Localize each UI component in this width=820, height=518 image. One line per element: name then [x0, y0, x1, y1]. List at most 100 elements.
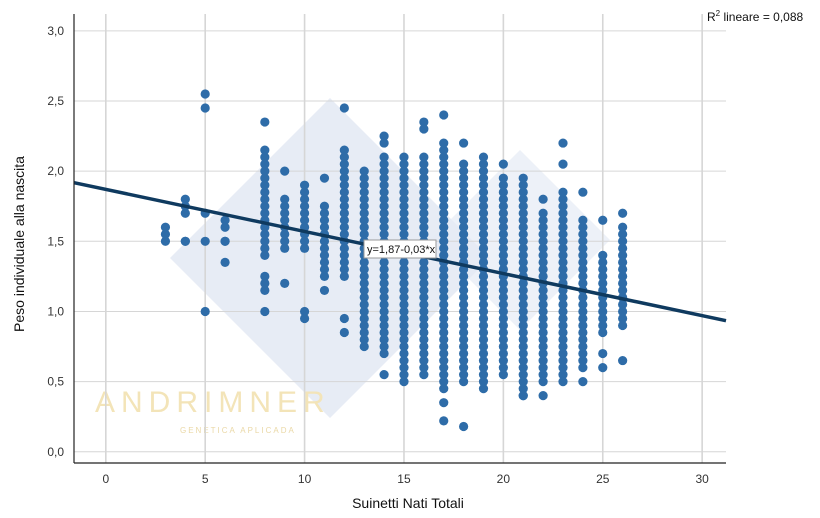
data-point — [478, 173, 489, 183]
data-point — [578, 377, 588, 387]
data-point — [478, 180, 489, 190]
data-point — [478, 257, 489, 267]
data-point — [399, 377, 409, 387]
data-point — [518, 377, 528, 387]
data-point — [319, 222, 330, 232]
data-point — [260, 250, 270, 260]
data-point — [379, 278, 389, 288]
data-point — [319, 208, 330, 218]
x-tick-label: 20 — [497, 472, 511, 486]
data-point — [419, 124, 429, 134]
data-point — [399, 292, 409, 303]
data-point — [478, 341, 489, 352]
data-point — [498, 187, 508, 197]
data-point — [379, 215, 389, 225]
data-point — [339, 208, 349, 218]
data-point — [478, 299, 489, 310]
data-point — [598, 257, 608, 267]
watermark-logo: ANDRIMNER GENETICA APLICADA — [95, 98, 610, 435]
data-point — [459, 229, 469, 239]
data-point — [339, 243, 349, 253]
data-point — [498, 278, 508, 288]
r2-prefix: R — [707, 10, 716, 24]
data-point — [558, 334, 568, 345]
data-point — [439, 152, 449, 162]
data-point — [439, 236, 449, 246]
data-point — [459, 292, 469, 303]
data-point — [459, 299, 469, 310]
data-point — [379, 271, 389, 281]
data-point — [439, 348, 449, 359]
data-point — [459, 327, 469, 338]
data-point — [478, 306, 489, 317]
data-point — [478, 166, 489, 176]
equation-box — [363, 239, 437, 259]
data-point — [319, 271, 330, 281]
data-point — [359, 278, 369, 288]
data-point — [578, 306, 588, 317]
data-point — [399, 320, 409, 331]
data-point — [538, 299, 548, 310]
data-point — [498, 299, 508, 310]
data-point — [339, 250, 349, 260]
data-point — [498, 194, 508, 204]
data-point — [339, 201, 349, 211]
data-point — [359, 166, 369, 176]
data-point — [538, 257, 548, 267]
data-point — [379, 313, 389, 324]
data-point — [359, 180, 369, 190]
data-point — [379, 285, 389, 296]
data-point — [379, 320, 389, 331]
data-point — [578, 264, 588, 274]
r2-rest: lineare = 0,088 — [720, 10, 803, 24]
data-point — [518, 243, 528, 253]
x-tick-labels: 0 5 10 15 20 25 30 — [102, 472, 709, 486]
x-tick-label: 5 — [202, 472, 209, 486]
data-point — [598, 313, 608, 324]
y-tick-label: 2,0 — [47, 164, 64, 178]
data-point — [498, 180, 508, 190]
data-point — [180, 194, 190, 204]
data-point — [419, 264, 429, 274]
data-point — [260, 236, 270, 246]
data-point — [160, 229, 171, 239]
data-point — [399, 313, 409, 324]
data-point — [478, 250, 489, 260]
data-point — [439, 243, 449, 253]
data-point — [459, 362, 469, 373]
data-point — [399, 215, 409, 225]
data-point — [558, 159, 568, 169]
data-point — [399, 180, 409, 190]
data-point — [339, 103, 349, 113]
data-point — [299, 194, 310, 204]
data-point — [598, 215, 608, 225]
data-point — [359, 285, 369, 296]
y-tick-labels: 0,0 0,5 1,0 1,5 2,0 2,5 3,0 — [47, 24, 64, 459]
data-point — [260, 271, 270, 281]
data-point — [538, 341, 548, 352]
data-point — [478, 159, 489, 169]
data-point — [459, 173, 469, 183]
data-point — [379, 187, 389, 197]
data-point — [399, 334, 409, 345]
data-point — [439, 377, 449, 387]
data-point — [538, 362, 548, 373]
data-point — [379, 370, 389, 380]
data-point — [558, 348, 568, 359]
data-point — [459, 187, 469, 197]
data-point — [578, 299, 588, 310]
data-point — [558, 313, 568, 324]
data-point — [419, 117, 429, 127]
data-point — [518, 370, 528, 380]
data-point — [538, 320, 548, 331]
data-point — [280, 229, 290, 239]
data-point — [399, 166, 409, 176]
data-point — [518, 327, 528, 338]
data-point — [478, 377, 489, 387]
data-point — [598, 299, 608, 310]
data-point — [459, 138, 469, 148]
data-point — [498, 257, 508, 267]
data-point — [439, 264, 449, 274]
data-point — [478, 152, 489, 162]
data-point — [618, 299, 628, 310]
